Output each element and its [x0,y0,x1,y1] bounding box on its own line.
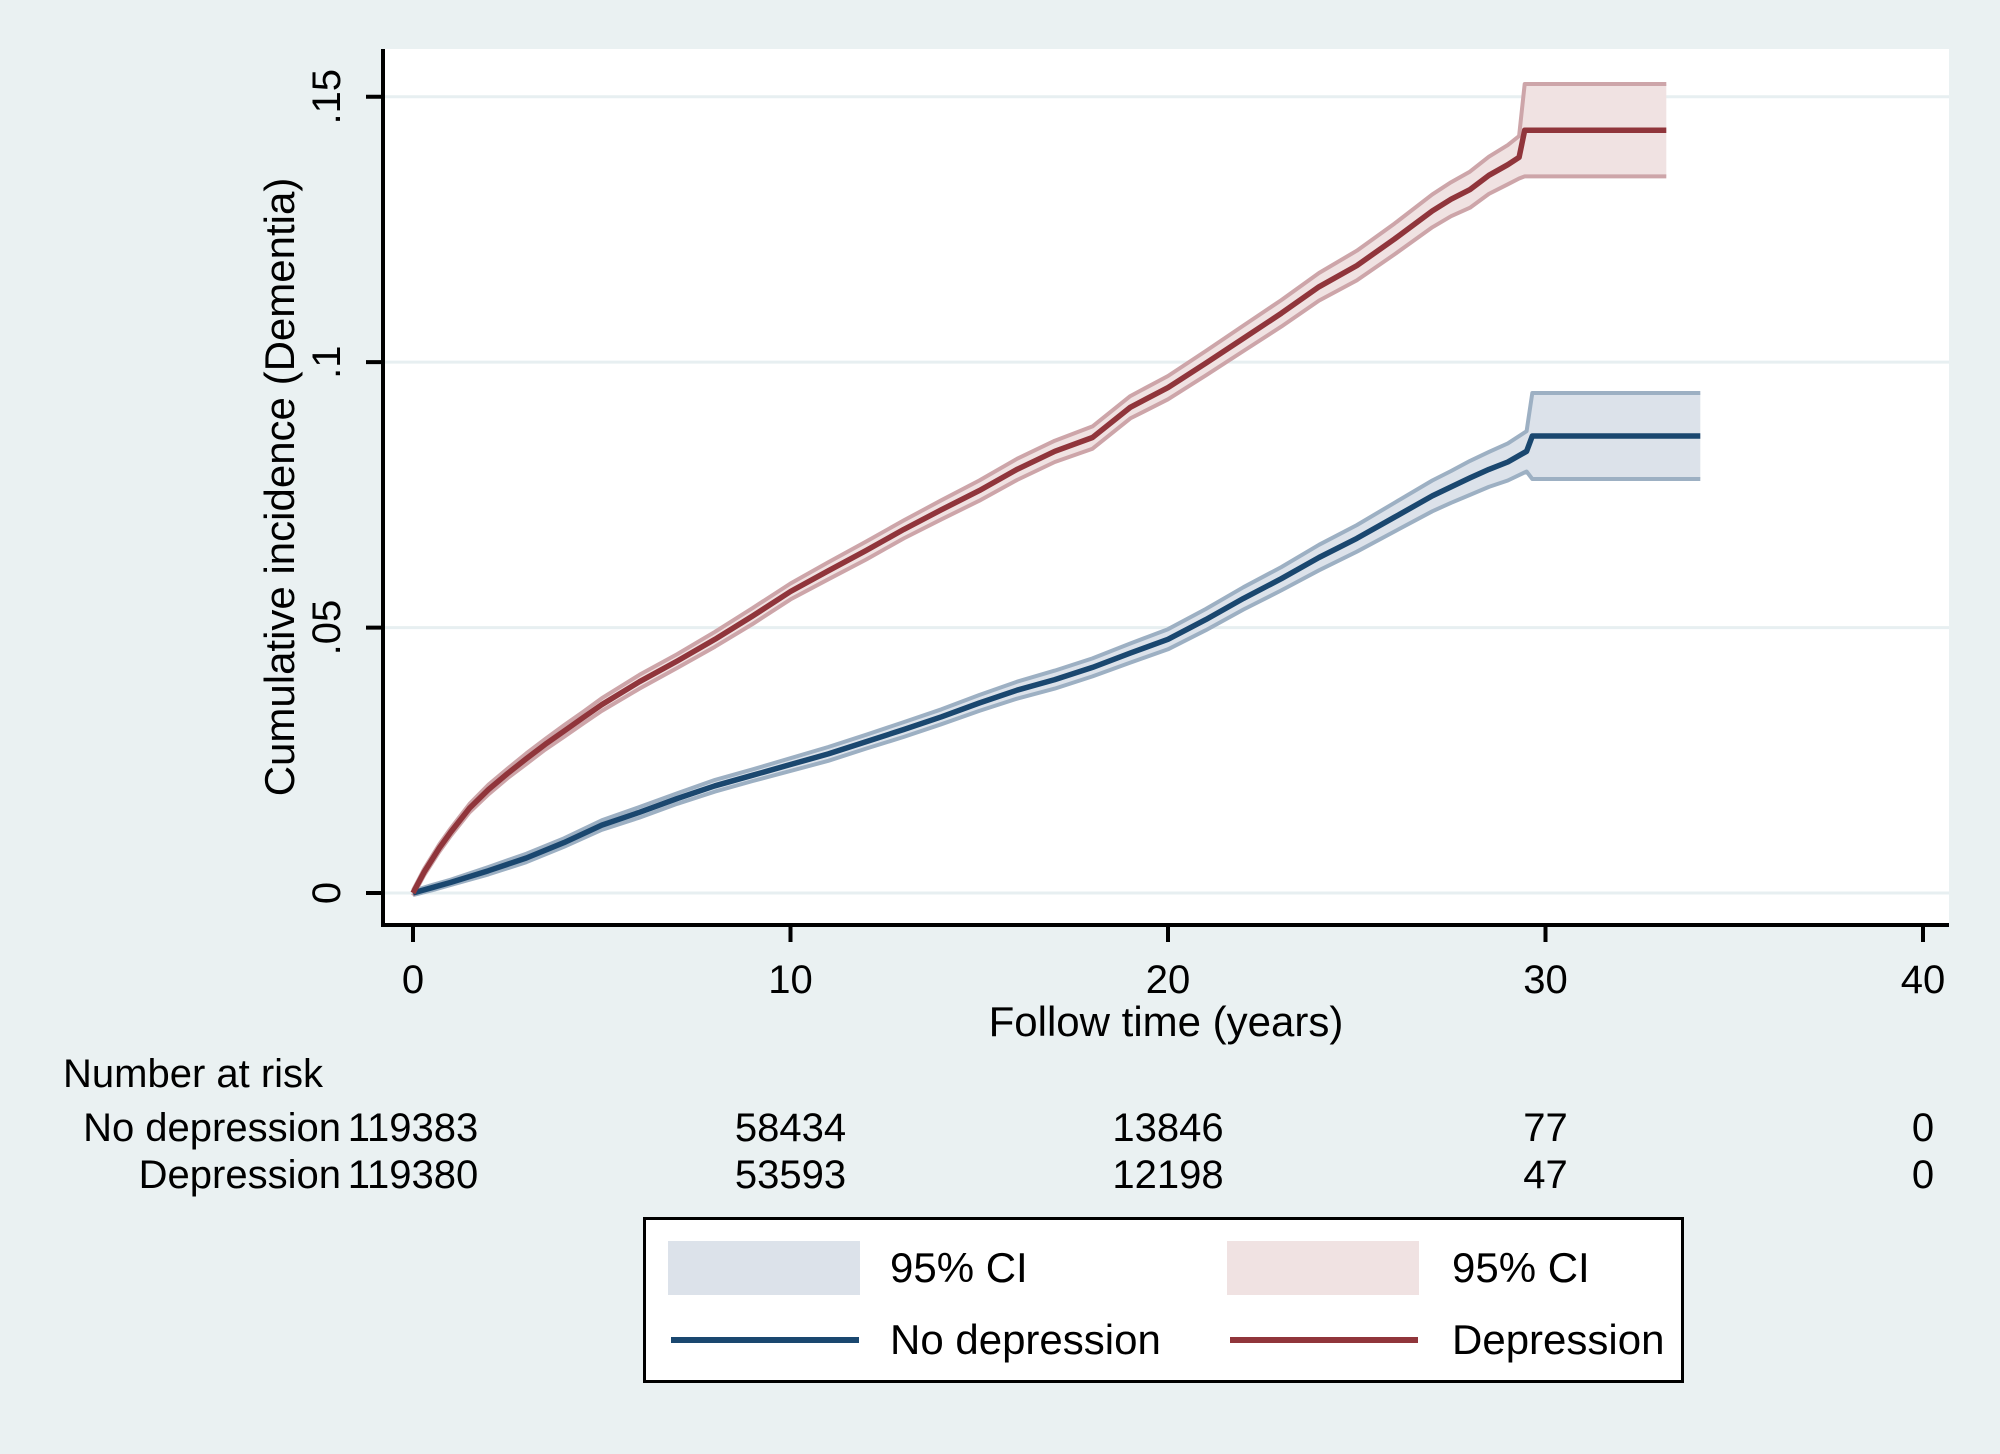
risk-count: 53593 [734,1153,847,1197]
curve-no-depression [412,433,1701,896]
risk-count: 13846 [1112,1106,1224,1150]
risk-count: 12198 [1112,1153,1224,1197]
risk-count: 0 [1911,1153,1935,1197]
confidence-bands [411,82,1701,898]
risk-row-label: Depression [138,1153,341,1197]
risk-count: 119380 [347,1153,479,1197]
risk-count: 47 [1523,1153,1568,1197]
legend-label-depression: Depression [1452,1316,1665,1363]
x-axis-title: Follow time (years) [989,998,1344,1045]
ci-band-no-depression [413,393,1701,896]
plot-background [383,49,1949,925]
ci-lower-edge-no-depression [412,469,1701,898]
risk-count: 119383 [347,1106,479,1150]
x-tick-label: 0 [402,958,424,1002]
x-tick-label: 40 [1901,958,1946,1002]
y-tick-label: .15 [305,69,349,125]
plot-area [383,49,1949,925]
axes [381,49,1949,927]
x-tick-label: 30 [1523,958,1568,1002]
risk-count: 77 [1523,1106,1568,1150]
x-tick-label: 20 [1146,958,1191,1002]
y-axis-title: Cumulative incidence (Dementia) [256,178,303,797]
y-tick-label: .05 [305,600,349,656]
ci-band-depression [413,84,1667,896]
legend-label-ci: 95% CI [1452,1244,1590,1291]
incidence-curves [410,127,1701,896]
ci-upper-edge-no-depression [412,391,1701,893]
ci-lower-edge-depression [411,174,1667,897]
legend-label-no-depression: No depression [890,1316,1161,1363]
legend-label-ci: 95% CI [890,1244,1028,1291]
tick-labels: 0 .05 .1 .15 0 10 20 30 40 [305,69,1945,1002]
risk-count: 58434 [734,1106,847,1150]
risk-table-title: Number at risk [63,1052,324,1096]
risk-row-label: No depression [83,1106,341,1150]
y-tick-label: 0 [305,882,349,904]
legend-swatch-ci-no-depression [668,1241,860,1295]
legend-swatch-ci-depression [1227,1241,1419,1295]
x-tick-label: 10 [768,958,813,1002]
legend-line-no-depression [671,1337,859,1343]
risk-count: 0 [1911,1106,1935,1150]
curve-depression [410,127,1667,895]
y-tick-label: .1 [305,345,349,378]
legend-line-depression [1230,1337,1418,1343]
legend: 95% CI No depression 95% CI Depression [643,1217,1684,1383]
ci-upper-edge-depression [411,82,1667,892]
tick-marks [366,94,1925,942]
